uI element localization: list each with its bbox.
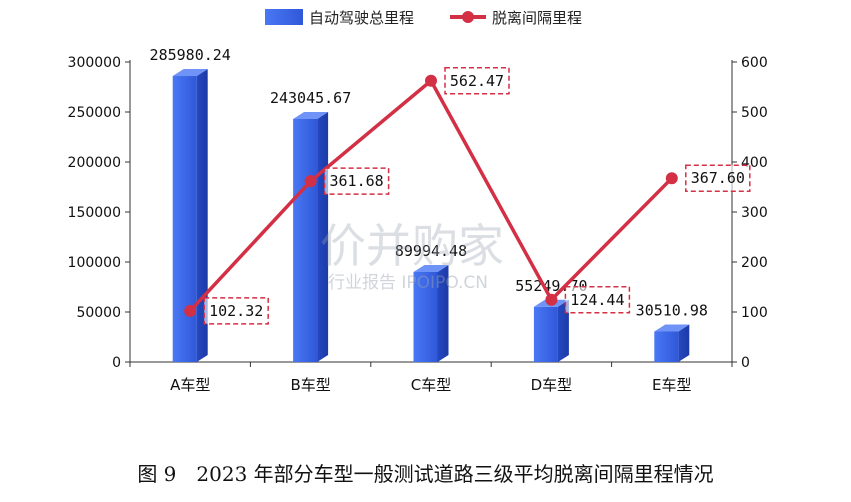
legend-item-bar[interactable]: 自动驾驶总里程 xyxy=(265,9,414,27)
line-label-box xyxy=(444,67,510,95)
y-axis-left-ticks: 0 50000 100000 150000 200000 250000 300000 xyxy=(68,55,130,371)
bar-side-face xyxy=(557,299,569,362)
legend-line-label: 脱离间隔里程 xyxy=(492,9,582,27)
chart-canvas: 自动驾驶总里程 脱离间隔里程 0 50000 100000 150000 200000 2… xyxy=(68,9,768,394)
line-label-text: 124.44 xyxy=(570,291,624,309)
bar-front-face xyxy=(172,76,197,362)
line-label-box xyxy=(685,164,751,192)
y-left-tick-label: 300000 xyxy=(68,55,121,71)
line-data-label: 124.44 xyxy=(564,286,631,314)
x-axis-ticks: A车型 B车型 C车型 D车型 E车型 xyxy=(129,362,733,394)
watermark-main: 价并购家 xyxy=(320,219,504,273)
bar-front-face xyxy=(533,306,558,362)
bar-front-face xyxy=(654,331,679,362)
x-tick-label: A车型 xyxy=(170,376,210,394)
line-label-text: 367.60 xyxy=(691,169,745,187)
bar[interactable] xyxy=(533,299,569,362)
y-right-tick-label: 0 xyxy=(741,355,750,371)
figure-caption: 图 9 2023 年部分车型一般测试道路三级平均脱离间隔里程情况 xyxy=(137,462,714,486)
bar[interactable] xyxy=(654,324,690,362)
bar-series xyxy=(172,69,690,362)
line-point[interactable] xyxy=(304,175,317,188)
line-label-box xyxy=(323,167,390,195)
y-left-tick-label: 150000 xyxy=(68,205,121,221)
x-tick-label: D车型 xyxy=(531,376,573,394)
line-data-label: 367.60 xyxy=(685,164,751,192)
bar-top-face xyxy=(293,111,329,119)
y-right-tick-label: 200 xyxy=(741,255,768,271)
y-left-tick-label: 50000 xyxy=(76,305,121,321)
line-label-box xyxy=(203,297,269,325)
bar-data-label: 89994.48 xyxy=(395,242,467,260)
y-left-tick-label: 200000 xyxy=(68,155,121,171)
bar[interactable] xyxy=(413,265,449,362)
bar-side-face xyxy=(437,265,449,362)
x-tick-label: C车型 xyxy=(411,376,451,394)
x-tick-label: B车型 xyxy=(290,376,330,394)
bar-front-face xyxy=(293,118,318,362)
line-point[interactable] xyxy=(665,172,678,185)
line-label-text: 361.68 xyxy=(330,172,384,190)
x-tick-label: E车型 xyxy=(652,376,691,394)
line-point[interactable] xyxy=(425,74,437,87)
line-label-text: 102.32 xyxy=(209,302,263,320)
bar[interactable] xyxy=(172,69,208,362)
y-left-tick-label: 100000 xyxy=(68,255,121,271)
y-right-tick-label: 600 xyxy=(741,55,768,71)
y-right-tick-label: 500 xyxy=(741,105,768,121)
bar[interactable] xyxy=(293,111,329,362)
bar-side-face xyxy=(678,324,690,362)
line-data-label: 562.47 xyxy=(444,67,510,95)
y-right-tick-label: 100 xyxy=(741,305,768,321)
legend-item-line[interactable]: 脱离间隔里程 xyxy=(450,9,582,27)
bar-top-face xyxy=(172,69,208,77)
line-label-text: 562.47 xyxy=(450,72,504,90)
watermark: 价并购家 行业报告 IPOIPO.CN xyxy=(320,219,504,293)
line-data-label: 102.32 xyxy=(203,297,269,325)
legend-bar-label: 自动驾驶总里程 xyxy=(309,9,414,27)
bar-top-face xyxy=(413,265,449,273)
line-data-labels: 102.32 361.68 562.47 124.44 367.60 xyxy=(203,67,751,325)
legend-bar-swatch xyxy=(265,9,303,25)
watermark-sub: 行业报告 IPOIPO.CN xyxy=(328,273,488,293)
bar-data-label: 30510.98 xyxy=(636,301,708,319)
line-data-label: 361.68 xyxy=(323,167,390,195)
y-left-tick-label: 250000 xyxy=(68,105,121,121)
line-point[interactable] xyxy=(184,304,197,317)
y-right-tick-label: 300 xyxy=(741,205,768,221)
legend: 自动驾驶总里程 脱离间隔里程 xyxy=(265,9,582,27)
bar-side-face xyxy=(196,69,208,362)
y-left-tick-label: 0 xyxy=(112,355,121,371)
line-series xyxy=(184,74,678,317)
bar-front-face xyxy=(413,272,438,362)
bar-top-face xyxy=(654,324,690,332)
line-label-box xyxy=(564,286,631,314)
bar-data-label: 285980.24 xyxy=(150,46,231,64)
line-point[interactable] xyxy=(545,293,558,306)
legend-line-marker xyxy=(462,11,474,23)
bar-data-label: 243045.67 xyxy=(270,89,351,107)
